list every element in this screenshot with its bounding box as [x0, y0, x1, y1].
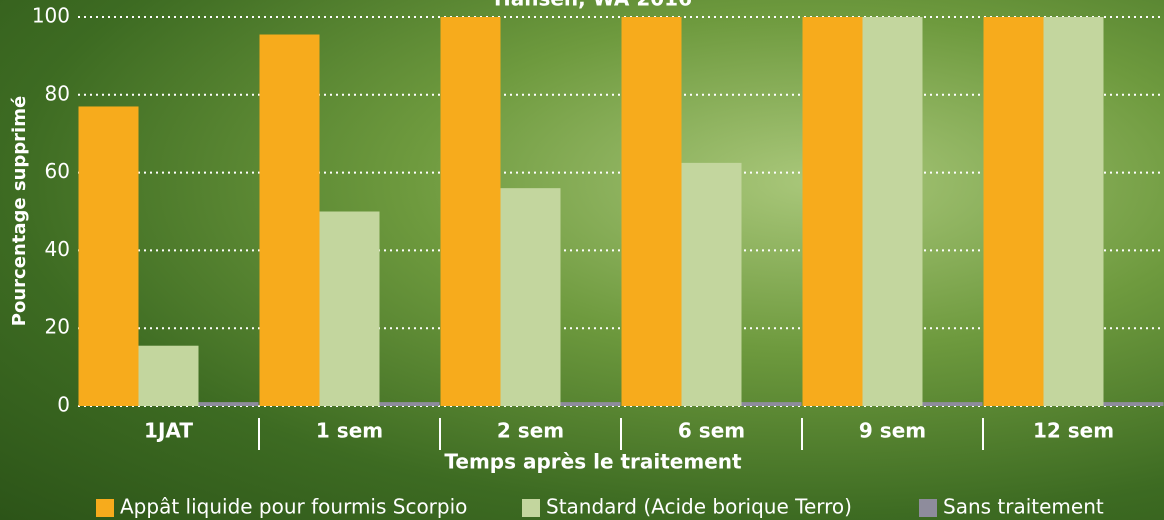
bar — [682, 163, 742, 406]
bar — [803, 17, 863, 406]
bar — [380, 402, 440, 406]
bar — [441, 17, 501, 406]
x-tick-label: 9 sem — [859, 419, 926, 443]
bar — [742, 402, 802, 406]
y-tick-label: 100 — [32, 4, 70, 28]
legend-label: Appât liquide pour fourmis Scorpio — [120, 495, 467, 519]
bar — [1104, 402, 1164, 406]
bar — [260, 35, 320, 406]
bar — [984, 17, 1044, 406]
y-tick-label: 80 — [45, 81, 70, 105]
legend-label: Sans traitement — [943, 495, 1104, 519]
y-tick-label: 40 — [45, 237, 70, 261]
bar — [79, 106, 139, 406]
bar — [139, 346, 199, 406]
x-tick-label: 1 sem — [316, 419, 383, 443]
bar — [622, 17, 682, 406]
y-tick-label: 20 — [45, 315, 70, 339]
page: Hansen, WA 2016 Pourcentage supprimé Tem… — [0, 0, 1164, 520]
bar — [863, 17, 923, 406]
chart-title: Hansen, WA 2016 — [494, 0, 692, 11]
legend-swatch — [96, 499, 114, 517]
bar — [1044, 17, 1104, 406]
bar — [199, 402, 259, 406]
legend-swatch — [522, 499, 540, 517]
bar — [561, 402, 621, 406]
bar — [320, 212, 380, 407]
x-tick-label: 12 sem — [1033, 419, 1114, 443]
x-tick-label: 2 sem — [497, 419, 564, 443]
legend-swatch — [919, 499, 937, 517]
x-axis-label: Temps après le traitement — [444, 450, 742, 474]
bar — [501, 188, 561, 406]
y-axis-label: Pourcentage supprimé — [9, 96, 30, 326]
legend-label: Standard (Acide borique Terro) — [546, 495, 852, 519]
y-tick-label: 0 — [57, 393, 70, 417]
y-tick-label: 60 — [45, 159, 70, 183]
chart: Hansen, WA 2016 Pourcentage supprimé Tem… — [0, 0, 1164, 520]
bar — [923, 402, 983, 406]
x-tick-label: 6 sem — [678, 419, 745, 443]
x-tick-label: 1JAT — [144, 419, 193, 443]
